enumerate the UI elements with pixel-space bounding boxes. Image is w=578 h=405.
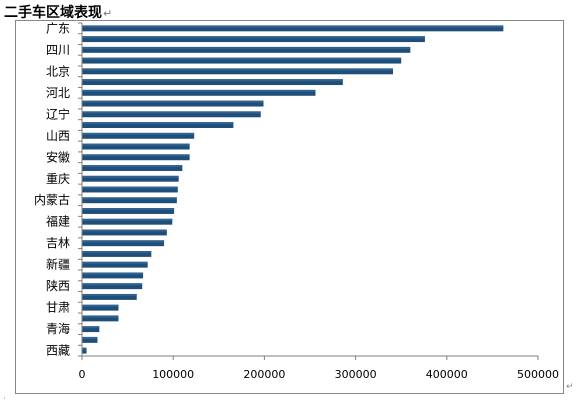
bar-highlight <box>82 347 87 350</box>
y-tick-label: 内蒙古 <box>34 192 70 207</box>
bar-highlight <box>82 132 195 135</box>
bar-highlight <box>82 186 178 189</box>
bar <box>82 251 152 257</box>
bar <box>82 283 143 290</box>
x-tick-label: 400000 <box>426 368 468 381</box>
bar <box>82 165 183 171</box>
bar <box>82 315 119 322</box>
bar <box>82 293 137 300</box>
bar-highlight <box>82 261 148 264</box>
bar-highlight <box>82 304 119 307</box>
document-title-text: 二手车区域表现 <box>4 5 102 21</box>
bar-highlight <box>82 25 504 28</box>
bar <box>82 240 165 247</box>
bar-highlight <box>82 122 234 125</box>
bar <box>82 68 393 75</box>
bar-highlight <box>82 218 173 221</box>
bar <box>82 336 98 343</box>
document-title: 二手车区域表现↵ <box>4 2 112 22</box>
bar-highlight <box>82 315 119 318</box>
bar-highlight <box>82 79 343 82</box>
bar-highlight <box>82 89 316 92</box>
bar-highlight <box>82 57 402 60</box>
x-tick-label: 300000 <box>335 368 377 381</box>
paragraph-mark-icon: ↵ <box>566 382 574 392</box>
y-tick-label: 安徽 <box>46 149 70 164</box>
bar-highlight <box>82 154 190 157</box>
bar <box>82 175 179 182</box>
bar <box>82 89 316 96</box>
bar <box>82 111 261 118</box>
bar-highlight <box>82 165 183 168</box>
bar <box>82 36 425 43</box>
y-tick-label: 陕西 <box>46 278 70 293</box>
bar-highlight <box>82 208 175 211</box>
bar <box>82 272 144 279</box>
bar <box>82 197 177 204</box>
y-tick-label: 北京 <box>46 64 70 78</box>
bar-highlight <box>82 293 137 297</box>
bar-highlight <box>82 36 425 39</box>
bar-highlight <box>82 336 98 339</box>
x-tick-label: 500000 <box>517 368 559 381</box>
paragraph-mark-icon: ↵ <box>103 7 113 20</box>
y-tick-label: 福建 <box>46 214 70 229</box>
y-tick-label: 重庆 <box>46 172 70 186</box>
bar <box>82 122 234 128</box>
bar-highlight <box>82 100 264 103</box>
bar <box>82 46 411 53</box>
y-tick-label: 辽宁 <box>46 106 70 121</box>
bar <box>82 154 190 161</box>
bar-highlight <box>82 251 152 254</box>
bar <box>82 229 167 236</box>
chart-frame: 广东四川北京河北辽宁山西安徽重庆内蒙古福建吉林新疆陕西甘肃青海西藏 0 100000… <box>15 20 564 394</box>
bar <box>82 304 119 311</box>
bar-highlight <box>82 197 177 200</box>
y-tick-label: 吉林 <box>46 236 70 250</box>
bar-highlight <box>82 283 143 286</box>
paragraph-mark-icon: · <box>3 394 6 404</box>
bar-highlight <box>82 229 167 232</box>
bar-highlight <box>82 240 165 243</box>
bar <box>82 326 100 333</box>
bar-highlight <box>82 46 411 49</box>
bar <box>82 25 504 32</box>
bar <box>82 57 402 64</box>
bar <box>82 347 87 354</box>
bar <box>82 186 178 193</box>
y-tick-label: 山西 <box>46 129 70 143</box>
bar-highlight <box>82 111 261 114</box>
x-tick-label: 200000 <box>243 368 285 381</box>
y-tick-label: 新疆 <box>46 257 70 272</box>
y-tick-label: 青海 <box>46 321 70 336</box>
x-tick-label: 0 <box>79 368 86 381</box>
bar-highlight <box>82 175 179 178</box>
x-tick-label: 100000 <box>152 368 194 381</box>
bar-highlight <box>82 143 190 146</box>
bar <box>82 208 175 214</box>
bar <box>82 218 173 225</box>
bar <box>82 79 343 86</box>
y-tick-label: 广东 <box>46 21 70 35</box>
bar <box>82 143 190 150</box>
bar <box>82 100 264 107</box>
bar <box>82 132 195 139</box>
bar <box>82 261 148 268</box>
y-tick-label: 甘肃 <box>46 301 70 315</box>
y-tick-label: 河北 <box>46 86 70 100</box>
bar-highlight <box>82 326 100 329</box>
y-tick-label: 四川 <box>46 43 70 57</box>
bar-highlight <box>82 68 393 71</box>
bar-highlight <box>82 272 144 275</box>
y-tick-label: 西藏 <box>46 344 70 358</box>
